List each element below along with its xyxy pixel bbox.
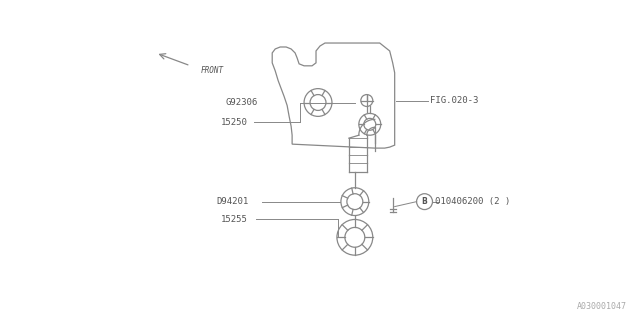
Text: B: B bbox=[422, 197, 428, 206]
Text: 15255: 15255 bbox=[220, 215, 247, 224]
Text: G92306: G92306 bbox=[225, 98, 258, 107]
Text: 010406200 (2 ): 010406200 (2 ) bbox=[435, 197, 509, 206]
Text: 15250: 15250 bbox=[220, 118, 247, 127]
Text: A030001047: A030001047 bbox=[577, 302, 627, 311]
Text: D94201: D94201 bbox=[216, 197, 249, 206]
Text: FIG.020-3: FIG.020-3 bbox=[429, 96, 478, 105]
Text: FRONT: FRONT bbox=[200, 66, 223, 75]
